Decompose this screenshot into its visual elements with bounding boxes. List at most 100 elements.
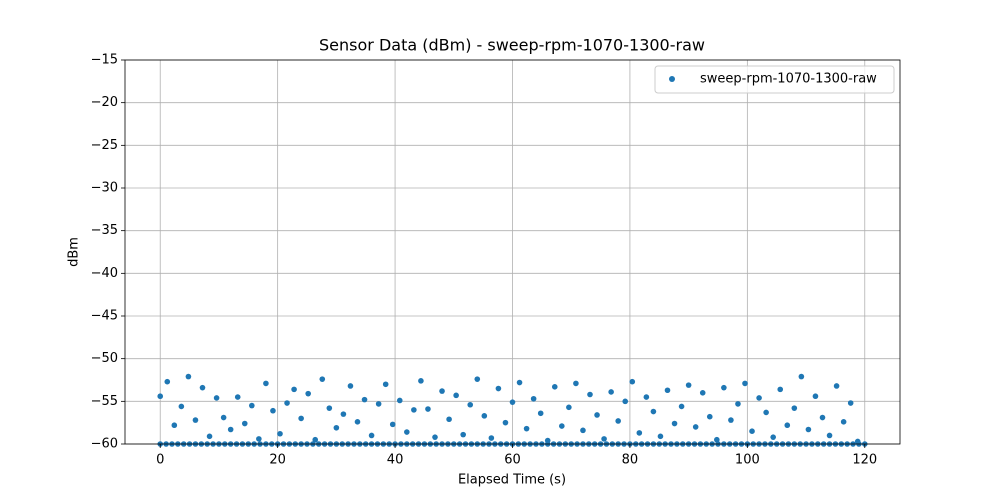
y-tick-label: −60 <box>91 437 118 452</box>
point <box>777 386 784 393</box>
point <box>509 399 516 405</box>
legend-box <box>654 65 895 94</box>
point <box>326 405 333 411</box>
point <box>840 419 847 425</box>
point <box>728 417 734 423</box>
point <box>389 421 396 428</box>
point <box>650 408 657 415</box>
point <box>636 430 643 436</box>
y-tick-label: −45 <box>91 309 118 324</box>
y-axis-label: dBm <box>67 237 82 267</box>
y-tick-label: −15 <box>91 53 118 68</box>
point <box>270 407 276 414</box>
point <box>474 376 481 382</box>
point <box>312 436 319 443</box>
point <box>721 384 727 391</box>
point <box>580 427 586 434</box>
x-tick-label: 80 <box>622 453 639 468</box>
point <box>446 416 452 423</box>
point <box>742 380 748 387</box>
point <box>699 390 706 396</box>
legend-label: sweep-rpm-1070-1300-raw <box>700 72 877 87</box>
point <box>291 386 297 393</box>
point <box>629 378 636 385</box>
point <box>206 433 213 440</box>
point <box>418 378 424 384</box>
point <box>213 395 220 401</box>
point <box>559 423 565 429</box>
point <box>432 434 438 440</box>
point <box>375 401 382 407</box>
point <box>404 429 410 435</box>
y-tick-label: −55 <box>91 394 118 409</box>
point <box>157 393 164 400</box>
point <box>516 379 523 386</box>
point <box>657 433 664 440</box>
point <box>643 394 650 400</box>
point <box>171 422 178 429</box>
legend: sweep-rpm-1070-1300-raw <box>654 65 895 94</box>
y-tick-label: −40 <box>91 266 118 281</box>
point <box>178 403 185 410</box>
point <box>685 382 692 388</box>
point <box>305 390 311 397</box>
x-tick-label: 0 <box>156 453 164 468</box>
point <box>164 378 171 385</box>
point <box>460 431 466 438</box>
point <box>833 383 840 389</box>
point <box>361 396 368 403</box>
points <box>157 373 868 447</box>
point <box>481 413 488 419</box>
point <box>284 400 290 406</box>
point <box>453 392 459 399</box>
point <box>256 436 262 442</box>
point <box>199 384 206 391</box>
point <box>551 384 558 390</box>
point <box>784 422 791 429</box>
point <box>594 412 600 418</box>
point <box>735 401 741 407</box>
point <box>678 403 685 410</box>
point <box>249 402 255 409</box>
point <box>566 404 572 411</box>
point <box>333 424 340 431</box>
point <box>502 419 509 426</box>
point <box>749 428 755 435</box>
point <box>573 380 579 387</box>
point <box>671 420 678 427</box>
x-tick-label: 60 <box>504 453 521 468</box>
point <box>234 394 241 400</box>
point <box>847 400 854 406</box>
point <box>622 398 629 405</box>
point <box>523 425 530 432</box>
x-axis-label: Elapsed Time (s) <box>458 473 566 488</box>
point <box>608 389 614 395</box>
point <box>347 383 354 389</box>
point <box>439 388 445 394</box>
y-tick-label: −35 <box>91 223 118 238</box>
point <box>770 434 776 440</box>
point <box>615 418 621 424</box>
point <box>411 407 417 413</box>
point <box>714 436 720 443</box>
point <box>220 414 227 421</box>
point <box>706 413 713 420</box>
point <box>530 395 537 402</box>
point <box>763 409 769 416</box>
point <box>467 401 474 408</box>
y-tick-label: −50 <box>91 351 118 366</box>
point <box>537 410 544 417</box>
point <box>791 405 798 411</box>
y-tick-label: −30 <box>91 181 118 196</box>
point <box>495 385 502 392</box>
x-tick-label: 40 <box>387 453 404 468</box>
point <box>805 426 812 433</box>
chart-title: Sensor Data (dBm) - sweep-rpm-1070-1300-… <box>319 36 705 55</box>
x-tick-label: 120 <box>852 453 877 468</box>
point <box>601 436 607 442</box>
point <box>263 380 269 387</box>
point <box>488 435 495 441</box>
point <box>319 376 326 382</box>
point <box>185 373 192 380</box>
